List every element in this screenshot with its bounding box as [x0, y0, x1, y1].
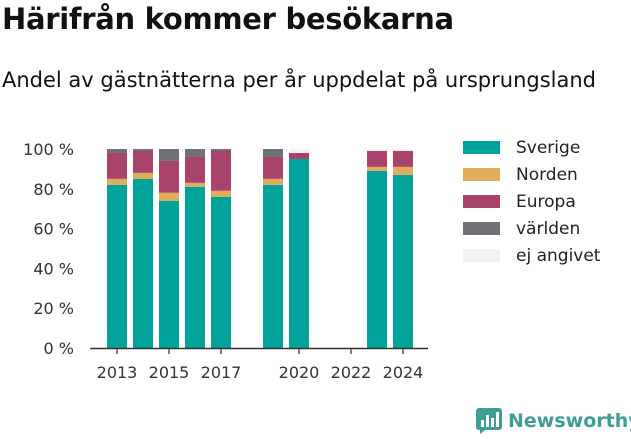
legend-label: Europa [516, 192, 576, 212]
bar-segment [367, 150, 387, 167]
x-tick-label: 2024 [383, 363, 424, 382]
y-tick-label: 80 % [33, 180, 74, 199]
bar-segment [107, 184, 127, 348]
bar-segment [107, 152, 127, 179]
bar-segment [393, 149, 413, 151]
bar-segment [393, 166, 413, 175]
bar-segment [367, 166, 387, 171]
y-tick-label: 60 % [33, 220, 74, 239]
bar-segment [393, 150, 413, 167]
bar-segment [133, 178, 153, 348]
bar-segment [133, 149, 153, 151]
bar-segment [367, 170, 387, 348]
bar-segment [263, 184, 283, 348]
bar-segment [211, 150, 231, 191]
bar-segment [211, 190, 231, 197]
x-tick-label: 2017 [201, 363, 242, 382]
y-tick-label: 40 % [33, 259, 74, 278]
legend-swatch [463, 249, 500, 262]
newsworthy-logo-icon [476, 408, 502, 434]
bar-segment [185, 186, 205, 348]
legend-swatch [463, 141, 500, 154]
bar-segment [185, 149, 205, 157]
brand-logo: Newsworthy [476, 408, 631, 434]
legend-label: Sverige [516, 138, 580, 158]
bar-segment [107, 178, 127, 185]
x-axis: 2013 2015 2017 2020 2022 2024 [90, 347, 428, 382]
y-axis-ticks: 0 % 20 % 40 % 60 % 80 % 100 % [23, 140, 74, 358]
bar-segment [107, 149, 127, 153]
bar-segment [159, 160, 179, 193]
bar-segment [133, 150, 153, 173]
chart-title: Härifrån kommer besökarna [2, 2, 454, 36]
chart-subtitle: Andel av gästnätterna per år uppdelat på… [2, 68, 596, 92]
legend-label: ej angivet [516, 246, 601, 266]
bar-segment [159, 192, 179, 201]
bar-segment [211, 196, 231, 348]
legend: Sverige Norden Europa världen ej angivet [463, 138, 601, 266]
x-tick-label: 2013 [97, 363, 138, 382]
y-tick-label: 0 % [44, 339, 74, 358]
bar-segment [133, 172, 153, 179]
bar-segment [159, 149, 179, 161]
brand-name: Newsworthy [508, 410, 631, 432]
x-tick-label: 2015 [149, 363, 190, 382]
bar-segment [211, 149, 231, 151]
bar-segment [185, 182, 205, 187]
x-tick-label: 2022 [331, 363, 372, 382]
bar-segment [263, 149, 283, 157]
legend-swatch [463, 168, 500, 181]
legend-label: Norden [516, 165, 578, 185]
bar-segment [289, 149, 309, 153]
x-tick-label: 2020 [279, 363, 320, 382]
bar-segment [367, 149, 387, 151]
bar-segment [289, 152, 309, 159]
bar-segment [185, 156, 205, 183]
legend-label: världen [516, 219, 580, 239]
y-tick-label: 20 % [33, 299, 74, 318]
bar-segment [263, 178, 283, 185]
bar-segment [263, 156, 283, 179]
bar-segment [289, 158, 309, 348]
legend-swatch [463, 195, 500, 208]
y-tick-label: 100 % [23, 140, 74, 159]
bar-segment [393, 174, 413, 348]
legend-swatch [463, 222, 500, 235]
bars [107, 149, 413, 348]
bar-segment [159, 200, 179, 348]
